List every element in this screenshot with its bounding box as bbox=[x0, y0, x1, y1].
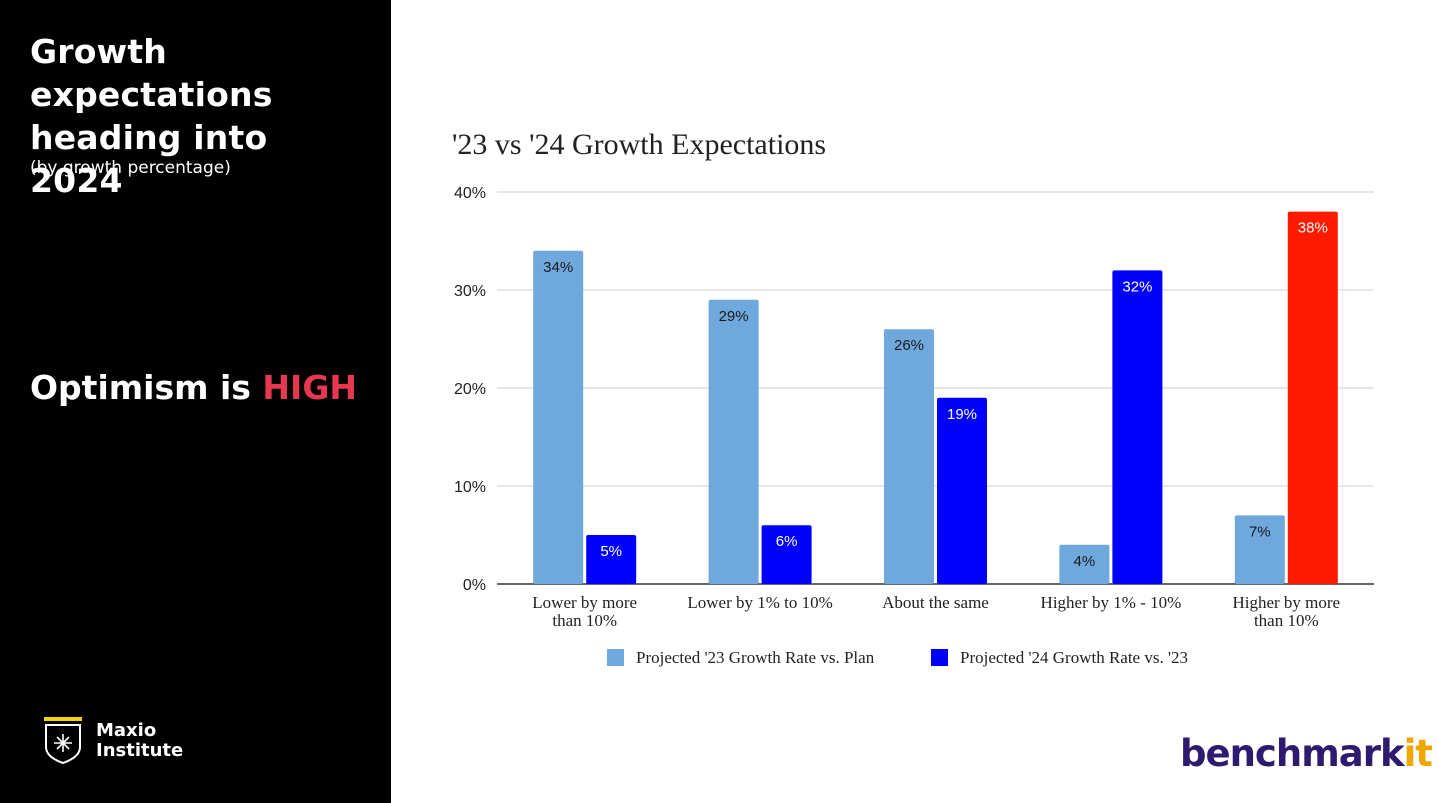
y-tick-label: 40% bbox=[454, 185, 486, 202]
y-tick-label: 10% bbox=[454, 479, 486, 496]
tagline: Optimism is HIGH bbox=[30, 368, 357, 407]
legend-swatch-2 bbox=[931, 649, 948, 666]
data-label: 4% bbox=[1074, 553, 1096, 570]
bar-series-1 bbox=[884, 329, 934, 584]
bar-series-2 bbox=[761, 525, 812, 584]
data-label: 32% bbox=[1122, 278, 1152, 295]
logo-line-2: Institute bbox=[96, 740, 184, 761]
bar-series-2 bbox=[1112, 270, 1163, 584]
chart-title: '23 vs '24 Growth Expectations bbox=[452, 128, 827, 161]
tagline-highlight: HIGH bbox=[262, 368, 358, 407]
left-panel: Growth expectations heading into 2024 (b… bbox=[0, 0, 391, 803]
legend-label-1: Projected '23 Growth Rate vs. Plan bbox=[636, 648, 875, 667]
x-tick-label: Higher by more bbox=[1232, 593, 1340, 612]
bar-series-1 bbox=[1059, 544, 1110, 584]
data-label: 7% bbox=[1249, 523, 1271, 540]
data-label: 29% bbox=[719, 308, 749, 325]
page-subtitle: (by growth percentage) bbox=[30, 158, 231, 178]
tagline-prefix: Optimism is bbox=[30, 368, 263, 407]
bar-series-1 bbox=[1234, 515, 1285, 584]
x-tick-label: About the same bbox=[882, 593, 989, 612]
data-label: 5% bbox=[600, 543, 622, 560]
benchmark-wordmark-accent: it bbox=[1403, 732, 1433, 775]
y-tick-label: 20% bbox=[454, 381, 486, 398]
x-tick-label: than 10% bbox=[552, 611, 617, 630]
logo-line-1: Maxio bbox=[96, 720, 157, 741]
bar-series-2 bbox=[586, 535, 637, 584]
page-title: Growth expectations heading into 2024 bbox=[30, 32, 273, 200]
x-tick-label: Lower by more bbox=[532, 593, 637, 612]
data-label: 34% bbox=[543, 259, 573, 276]
benchmarkit-logo: benchmarkit bbox=[1180, 732, 1433, 775]
bar-series-2 bbox=[937, 397, 987, 584]
benchmark-wordmark: benchmark bbox=[1180, 732, 1405, 775]
maxio-shield-icon bbox=[44, 717, 82, 765]
bar-series-2 bbox=[1287, 211, 1338, 584]
bar-series-1 bbox=[708, 299, 759, 584]
data-label: 19% bbox=[947, 406, 977, 423]
data-label: 38% bbox=[1298, 220, 1328, 237]
maxio-institute-logo: Maxio Institute bbox=[44, 717, 183, 765]
y-tick-label: 30% bbox=[454, 283, 486, 300]
x-tick-label: than 10% bbox=[1254, 611, 1319, 630]
x-tick-label: Lower by 1% to 10% bbox=[687, 593, 832, 612]
y-tick-label: 0% bbox=[463, 577, 486, 594]
data-label: 26% bbox=[894, 337, 924, 354]
legend-swatch-1 bbox=[607, 649, 624, 666]
bar-series-1 bbox=[533, 250, 584, 585]
data-label: 6% bbox=[776, 533, 798, 550]
legend-label-2: Projected '24 Growth Rate vs. '23 bbox=[960, 648, 1188, 667]
x-tick-label: Higher by 1% - 10% bbox=[1041, 593, 1182, 612]
